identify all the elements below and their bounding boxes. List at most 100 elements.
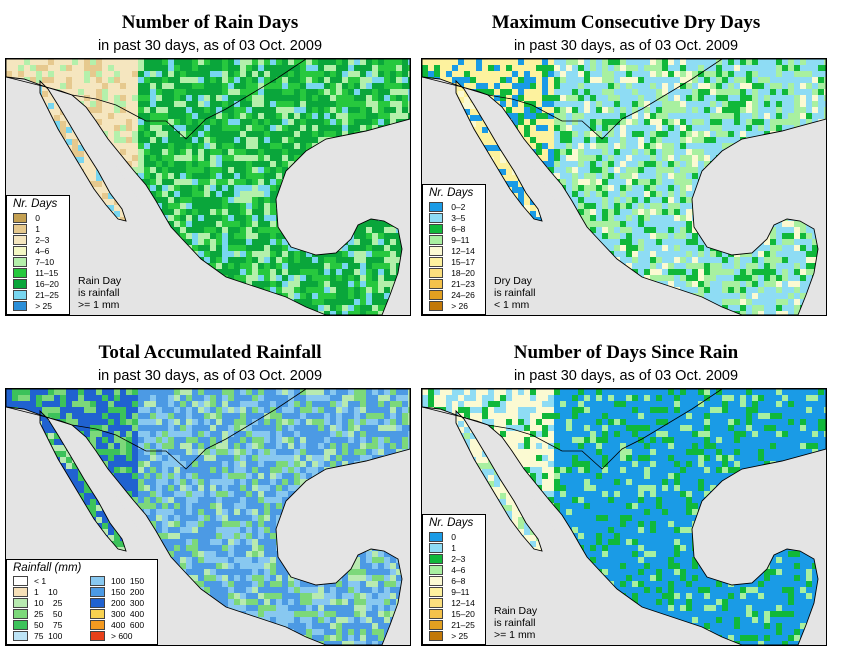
legend-swatch xyxy=(13,256,28,267)
legend-row: 15–17 xyxy=(423,256,485,267)
legend-label: 400 600 xyxy=(111,620,145,630)
legend-swatch xyxy=(429,300,444,311)
legend-swatch xyxy=(429,234,444,245)
gulf-of-california xyxy=(50,87,142,209)
legend-swatch xyxy=(90,631,105,641)
legend-title: Nr. Days xyxy=(13,198,58,210)
legend-swatch xyxy=(429,212,444,223)
legend-swatch xyxy=(13,620,28,630)
gulf-of-california xyxy=(466,87,558,209)
panel-title: Number of Rain Days xyxy=(121,12,299,33)
legend-row: 9–11 xyxy=(423,234,485,245)
legend-label: 2–3 xyxy=(35,234,50,245)
gulf-of-california xyxy=(466,417,558,539)
legend-swatch xyxy=(429,630,444,641)
legend-label: 7–10 xyxy=(35,256,55,267)
legend-row: 11–15 xyxy=(7,267,69,278)
map-legend: Nr. Days 0–2 3–5 6–8 9–11 12–14 15–17 18–20 21–2… xyxy=(422,184,486,315)
map-note-line: is rainfall xyxy=(494,617,536,629)
map-note-line: < 1 mm xyxy=(494,299,530,311)
map-legend: Nr. Days 0 1 2–3 4–6 7–10 11–15 16–20 21–25 > 25 xyxy=(6,195,70,315)
map-note-line: Dry Day xyxy=(494,275,532,287)
legend-label: 50 75 xyxy=(34,620,63,630)
legend-title: Nr. Days xyxy=(429,517,474,529)
legend-row: > 25 xyxy=(423,630,485,641)
legend-row: 18–20 xyxy=(423,267,485,278)
legend-swatch xyxy=(429,619,444,630)
legend-swatch xyxy=(429,289,444,300)
legend-label: > 26 xyxy=(451,300,468,311)
panel-subtitle: in past 30 days, as of 03 Oct. 2009 xyxy=(97,368,323,384)
map-total-rainfall: Rainfall (mm) < 1 100 150 1 10 150 200 10 25 2… xyxy=(5,388,411,646)
legend-label: 4–6 xyxy=(35,245,50,256)
legend-row: 2–3 xyxy=(423,553,485,564)
legend-label: 0 xyxy=(35,212,40,223)
legend-swatch xyxy=(90,609,105,619)
legend-label: > 25 xyxy=(35,300,52,311)
legend-label: 15–17 xyxy=(451,256,475,267)
legend-label: 0 xyxy=(451,531,456,542)
legend-swatch xyxy=(429,267,444,278)
map-legend: Nr. Days 0 1 2–3 4–6 6–8 9–11 12–14 15–20 21–25 > … xyxy=(422,514,486,645)
legend-row: 1 xyxy=(7,223,69,234)
legend-label: 18–20 xyxy=(451,267,475,278)
legend-swatch xyxy=(13,245,28,256)
baja-coastline xyxy=(39,79,127,222)
baja-coastline xyxy=(455,79,543,222)
legend-swatch xyxy=(13,223,28,234)
panel-subtitle: in past 30 days, as of 03 Oct. 2009 xyxy=(513,368,739,384)
legend-title: Rainfall (mm) xyxy=(13,562,82,574)
legend-label: > 25 xyxy=(451,630,468,641)
legend-label: 12–14 xyxy=(451,245,475,256)
legend-label: > 600 xyxy=(111,631,133,641)
legend-row: > 26 xyxy=(423,300,485,311)
legend-swatch xyxy=(90,598,105,608)
legend-label: 2–3 xyxy=(451,553,466,564)
map-note: Rain Day is rainfall >= 1 mm xyxy=(494,605,537,641)
legend-label: 75 100 xyxy=(34,631,63,641)
map-legend: Rainfall (mm) < 1 100 150 1 10 150 200 10 25 2… xyxy=(6,559,158,645)
map-days-since-rain: Nr. Days 0 1 2–3 4–6 6–8 9–11 12–14 15–20 21–25 > … xyxy=(421,388,827,646)
legend-swatch xyxy=(429,542,444,553)
map-note: Dry Day is rainfall < 1 mm xyxy=(494,275,535,311)
legend-row: 12–14 xyxy=(423,597,485,608)
legend-row: 1 xyxy=(423,542,485,553)
coastline xyxy=(422,59,826,315)
legend-label: 10 25 xyxy=(34,598,63,608)
legend-label: 1 xyxy=(451,542,456,553)
legend-swatch xyxy=(13,300,28,311)
legend-swatch xyxy=(13,278,28,289)
legend-row: 12–14 xyxy=(423,245,485,256)
legend-label: 11–15 xyxy=(35,267,59,278)
legend-row: 6–8 xyxy=(423,223,485,234)
legend-swatch xyxy=(429,586,444,597)
legend-row: 0 xyxy=(7,212,69,223)
legend-row: 0–2 xyxy=(423,201,485,212)
legend-label: 9–11 xyxy=(451,234,470,245)
legend-row: > 25 xyxy=(7,300,69,311)
baja-coastline xyxy=(39,409,127,552)
legend-label: 25 50 xyxy=(34,609,63,619)
legend-label: 15–20 xyxy=(451,608,475,619)
legend-swatch xyxy=(13,598,28,608)
map-canvas xyxy=(6,59,410,315)
legend-grid: < 1 100 150 1 10 150 200 10 25 200 300 25 50 30… xyxy=(7,576,157,644)
legend-swatch xyxy=(90,587,105,597)
legend-row: 9–11 xyxy=(423,586,485,597)
map-rain-days: Nr. Days 0 1 2–3 4–6 7–10 11–15 16–20 21–25 > 25 R… xyxy=(5,58,411,316)
map-note-line: Rain Day xyxy=(494,605,538,617)
legend-swatch xyxy=(13,631,28,641)
map-note: Rain Day is rainfall >= 1 mm xyxy=(78,275,121,311)
legend-label: 100 150 xyxy=(111,576,145,586)
gulf-of-california xyxy=(50,417,142,539)
legend-swatch xyxy=(429,256,444,267)
legend-swatch xyxy=(429,608,444,619)
panel-subtitle: in past 30 days, as of 03 Oct. 2009 xyxy=(97,38,323,54)
legend-swatch xyxy=(429,201,444,212)
legend-row: 4–6 xyxy=(7,245,69,256)
legend-swatch xyxy=(429,597,444,608)
legend-label: 300 400 xyxy=(111,609,145,619)
legend-label: < 1 xyxy=(34,576,47,586)
coastline xyxy=(6,389,410,645)
legend-swatch xyxy=(13,267,28,278)
